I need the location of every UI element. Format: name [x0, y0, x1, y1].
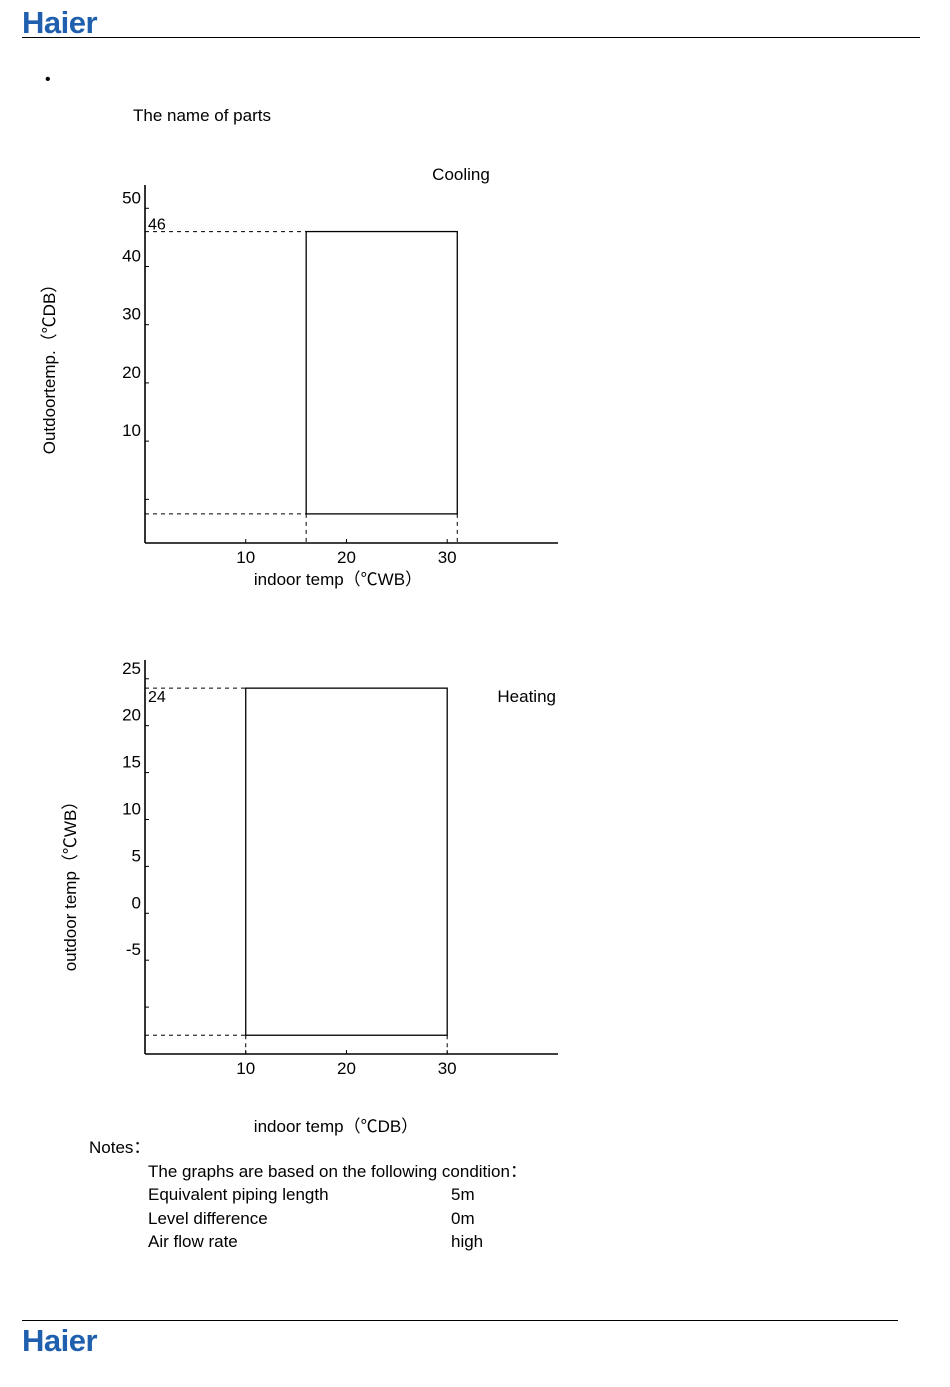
cooling-chart: 10 20 30 40 50 10 20 30 46 Cooling indoor temp（℃WB… — [40, 165, 558, 589]
bullet: • — [45, 71, 51, 88]
notes-intro: The graphs are based on the following co… — [148, 1162, 527, 1181]
footer-rule — [22, 1320, 898, 1321]
haier-logo-bottom: Haier — [22, 1323, 98, 1358]
y-tick-label: 10 — [122, 799, 141, 818]
y-tick-label: 15 — [122, 753, 141, 772]
x-tick-label: 20 — [337, 548, 356, 567]
x-tick-label: 10 — [236, 1059, 255, 1078]
notes-heading: Notes： — [89, 1138, 151, 1157]
header-rule — [22, 37, 920, 38]
y-tick-label: 25 — [122, 659, 141, 678]
x-tick-label: 20 — [337, 1059, 356, 1078]
y-tick-label: 50 — [122, 188, 141, 207]
notes-row-value: 0m — [451, 1209, 475, 1228]
y-tick-label: 0 — [132, 893, 141, 912]
y-tick-label: 10 — [122, 421, 141, 440]
annotation-label: 46 — [148, 217, 166, 234]
y-axis-label: Outdoortemp.（℃DB） — [40, 276, 59, 455]
y-tick-label: 5 — [132, 846, 141, 865]
notes-row-label: Air flow rate — [148, 1232, 238, 1251]
y-tick-label: 40 — [122, 246, 141, 265]
x-tick-label: 30 — [438, 548, 457, 567]
y-tick-label: 30 — [122, 305, 141, 324]
notes-row-label: Equivalent piping length — [148, 1185, 329, 1204]
y-tick-label: 20 — [122, 706, 141, 725]
notes-row-value: high — [451, 1232, 484, 1251]
annotation-label: 24 — [148, 689, 166, 706]
y-tick-label: 20 — [122, 363, 141, 382]
operating-region — [245, 687, 448, 1036]
heating-chart: -5 0 5 10 15 20 25 10 20 30 24 Heating indoor temp（℃… — [61, 659, 558, 1136]
notes-row-value: 5m — [451, 1185, 475, 1204]
x-axis-label: indoor temp（℃WB） — [254, 570, 422, 589]
chart-title: Cooling — [432, 165, 490, 184]
y-tick-label: -5 — [126, 940, 141, 959]
operating-region — [305, 230, 458, 515]
x-tick-label: 30 — [438, 1059, 457, 1078]
notes-row-label: Level difference — [148, 1209, 268, 1228]
chart-title: Heating — [497, 687, 556, 706]
y-axis-label: outdoor temp（℃WB） — [61, 793, 80, 972]
x-axis-label: indoor temp（℃DB） — [254, 1117, 418, 1136]
haier-logo-top: Haier — [22, 5, 98, 40]
section-title: The name of parts — [133, 106, 271, 125]
x-tick-label: 10 — [236, 548, 255, 567]
